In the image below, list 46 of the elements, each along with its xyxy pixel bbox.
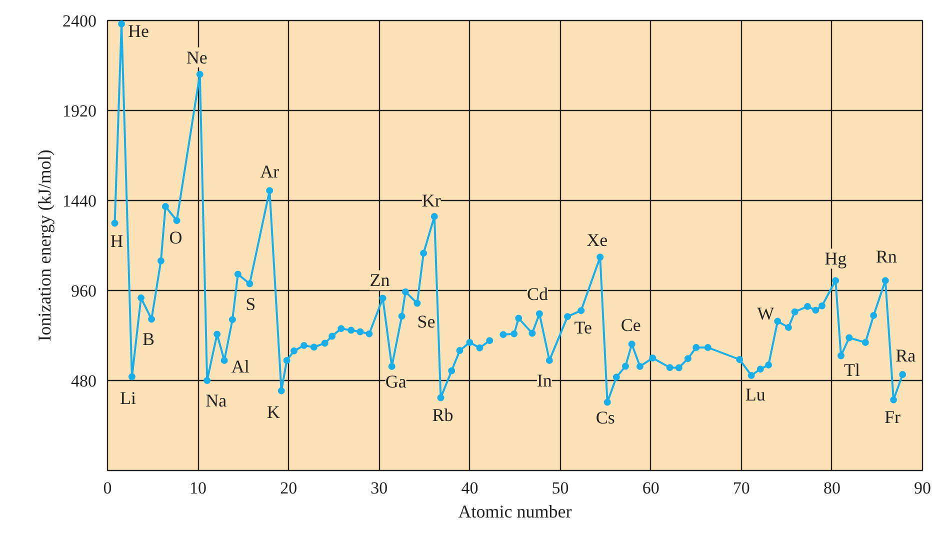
- x-tick-label: 0: [103, 478, 112, 498]
- annotation: K: [266, 402, 280, 422]
- annotation: He: [128, 20, 150, 41]
- annotation: Xe: [586, 230, 608, 250]
- annotation: Na: [206, 390, 227, 410]
- annotation: Cd: [526, 284, 548, 304]
- x-tick-label: 10: [190, 478, 207, 498]
- x-tick-label: 40: [461, 478, 478, 498]
- y-axis-title: Ionization energy (kJ/mol): [34, 150, 54, 342]
- y-tick-label: 1440: [62, 192, 96, 210]
- annotation: O: [169, 228, 182, 248]
- annotation: Zn: [370, 270, 390, 290]
- annotation: Ar: [260, 162, 280, 182]
- y-tick-label: 480: [71, 372, 96, 390]
- x-tick-label: 60: [642, 478, 660, 498]
- x-tick-label: 50: [552, 478, 569, 498]
- annotation: Tl: [844, 360, 860, 380]
- x-axis-title: Atomic number: [458, 502, 572, 522]
- annotation: Hg: [824, 248, 847, 269]
- annotation: Rn: [876, 246, 897, 267]
- annotation: Ra: [896, 346, 916, 366]
- x-tick-label: 80: [823, 478, 840, 498]
- annotation: Ne: [186, 47, 208, 68]
- x-tick-label: 20: [280, 478, 298, 498]
- y-tick-label: 1920: [62, 102, 96, 120]
- annotation: Li: [120, 388, 136, 408]
- annotation: Fr: [884, 406, 901, 427]
- annotation: Ga: [385, 371, 406, 392]
- y-tick-label: 960: [71, 282, 96, 300]
- annotation: Kr: [422, 190, 441, 210]
- annotation: B: [142, 329, 155, 350]
- annotation: Ce: [620, 315, 641, 336]
- annotation: S: [246, 294, 256, 314]
- annotation: Al: [231, 356, 250, 376]
- annotation: Cs: [596, 407, 615, 428]
- annotation: Lu: [745, 384, 766, 404]
- x-tick-label: 70: [732, 478, 750, 498]
- annotation: Rb: [432, 404, 454, 425]
- x-tick-label: 30: [370, 478, 388, 498]
- annotation: W: [757, 303, 774, 324]
- annotation: Se: [417, 311, 436, 332]
- annotation: In: [536, 370, 552, 390]
- y-tick-label: 2400: [62, 12, 96, 30]
- annotation: Te: [574, 318, 592, 338]
- annotation: H: [110, 231, 124, 252]
- x-tick-label: 90: [914, 478, 931, 498]
